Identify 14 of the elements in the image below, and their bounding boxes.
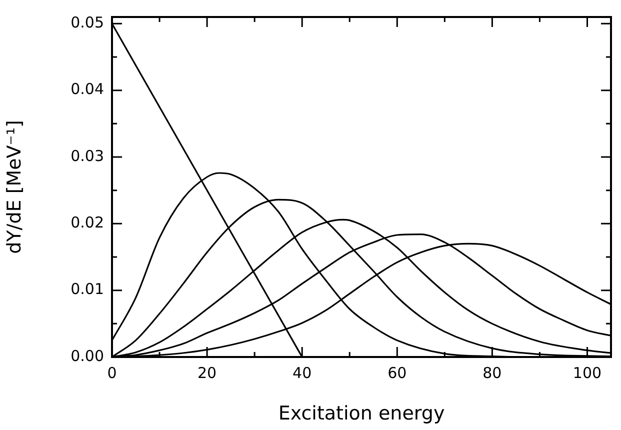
- y-tick-label: 0.03: [70, 146, 104, 165]
- x-tick-label: 40: [292, 364, 312, 382]
- y-tick-label: 0.01: [70, 280, 104, 298]
- y-tick-label: 0.05: [70, 14, 104, 32]
- x-tick-label: 100: [572, 364, 602, 382]
- y-axis-title: dY/dE [MeV⁻¹]: [3, 120, 26, 254]
- y-tick-label: 0.04: [70, 80, 104, 98]
- x-tick-label: 60: [388, 364, 407, 382]
- y-tick-label: 0.00: [70, 346, 104, 365]
- y-tick-label: 0.02: [70, 214, 104, 232]
- x-axis-title: Excitation energy: [278, 402, 445, 425]
- x-tick-label: 20: [198, 364, 217, 382]
- x-tick-label: 80: [482, 364, 502, 382]
- x-tick-label: 0: [107, 364, 117, 382]
